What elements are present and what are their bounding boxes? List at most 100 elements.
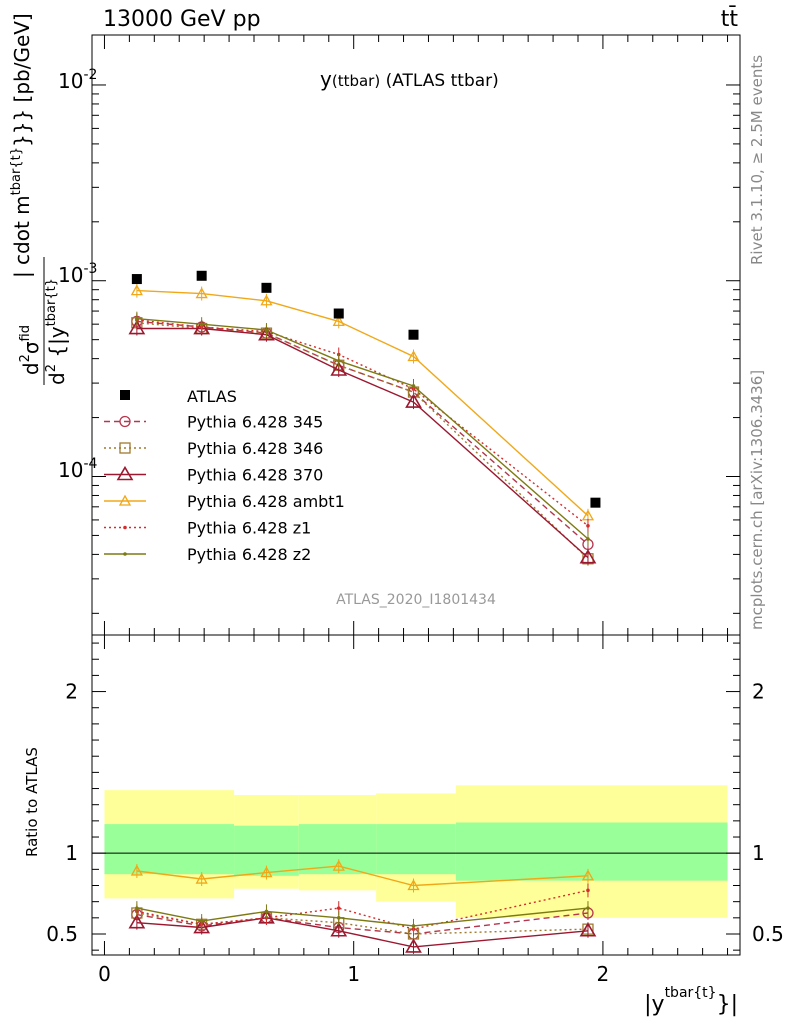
ratio-inner-band <box>376 824 456 875</box>
main-series-group <box>128 283 597 566</box>
ratio-marker-ambt1 <box>581 869 595 881</box>
main-line-z2 <box>136 318 589 540</box>
legend-marker-370 <box>116 465 134 481</box>
legend-label-z2: Pythia 6.428 z2 <box>187 545 311 564</box>
legend-label-atlas: ATLAS <box>187 387 237 406</box>
svg-text:d2σfidd2 {|ytbar{t}| cdot mtba: d2σfidd2 {|ytbar{t}| cdot mtbar{t}}}} [p… <box>9 13 69 385</box>
main-marker-ambt1 <box>332 315 345 327</box>
ratio-y-tick-labels: 0.5 0.5 1 1 2 2 <box>46 680 784 946</box>
ratio-marker-z1 <box>336 906 341 910</box>
ratio-line-370 <box>136 917 589 948</box>
main-marker-ambt1 <box>407 350 420 362</box>
ratio-marker-z1 <box>586 888 590 893</box>
main-line-370 <box>136 327 589 559</box>
ratio-marker-z2 <box>264 909 269 914</box>
ratio-frame <box>91 634 741 956</box>
atlas-data-point <box>333 308 344 319</box>
ratio-marker-ambt1 <box>130 864 143 876</box>
legend-marker-atlas <box>120 390 130 400</box>
main-panel: 10-2 10-3 10-4 y(ttbar) (ATLAS ttbar) AT… <box>9 13 741 636</box>
ratio-ytick-label-right: 0.5 <box>752 922 784 946</box>
ratio-marker-ambt1 <box>260 866 273 878</box>
xtick-label: 0 <box>98 962 111 986</box>
ytick-label-1e-3: 10-3 <box>58 261 97 287</box>
ratio-marker-z2 <box>199 919 204 923</box>
ratio-marker-z2 <box>586 906 590 910</box>
legend-label-346: Pythia 6.428 346 <box>187 439 323 458</box>
ratio-inner-band <box>455 822 728 881</box>
main-marker-370 <box>405 393 422 408</box>
ratio-ytick-label-right: 2 <box>752 680 765 704</box>
legend-label-ambt1: Pythia 6.428 ambt1 <box>187 492 345 511</box>
main-marker-z1 <box>586 523 590 528</box>
main-line-ambt1 <box>136 289 589 517</box>
ratio-line-z2 <box>136 907 589 927</box>
ratio-marker-z2 <box>336 916 341 920</box>
main-y-ticks <box>92 84 740 614</box>
legend-marker-345 <box>119 415 131 428</box>
legend-label-z1: Pythia 6.428 z1 <box>187 519 311 538</box>
main-marker-370 <box>579 549 597 564</box>
legend: ATLAS Pythia 6.428 345 Pythia 6.428 346 Pyt… <box>104 387 345 564</box>
atlas-data-points <box>131 270 601 508</box>
ratio-marker-ambt1 <box>332 859 345 871</box>
atlas-data-point <box>590 497 601 508</box>
ratio-marker-ambt1 <box>195 872 208 884</box>
ratio-line-ambt1 <box>136 865 589 887</box>
main-marker-ambt1 <box>260 294 273 306</box>
main-y-axis-label: d2σfidd2 {|ytbar{t}| cdot mtbar{t}}}} [p… <box>9 13 69 385</box>
ratio-line-345 <box>136 912 589 935</box>
analysis-watermark: ATLAS_2020_I1801434 <box>336 592 496 608</box>
main-marker-ambt1 <box>130 284 143 296</box>
side-rivet-version: Rivet 3.1.10, ≥ 2.5M events <box>748 55 766 265</box>
ratio-uncertainty-bands <box>104 785 728 918</box>
legend-marker-346 <box>119 442 131 454</box>
main-marker-370 <box>258 326 275 341</box>
ratio-y-ticks <box>92 642 740 951</box>
header-energy: 13000 GeV pp <box>103 7 261 32</box>
xtick-label: 1 <box>347 962 360 986</box>
ratio-marker-ambt1 <box>407 879 420 891</box>
x-axis-label: |ytbar{t}}| <box>644 985 738 1017</box>
ratio-marker-z2 <box>135 906 139 910</box>
atlas-data-point <box>131 274 142 285</box>
ratio-marker-370 <box>128 914 146 929</box>
ratio-x-ticks <box>103 635 729 955</box>
main-marker-370 <box>330 361 348 376</box>
main-marker-ambt1 <box>195 287 208 299</box>
ratio-inner-band <box>104 824 235 875</box>
ratio-ytick-label-left: 1 <box>65 841 78 865</box>
ratio-x-tick-labels: 0 1 2 <box>98 962 609 986</box>
ytick-label-1e-4: 10-4 <box>58 456 98 482</box>
legend-marker-z2 <box>123 552 127 556</box>
main-marker-z2 <box>199 322 204 326</box>
ratio-marker-370 <box>405 938 422 953</box>
ratio-series-group <box>128 859 597 954</box>
ratio-marker-370 <box>579 922 597 937</box>
main-line-345 <box>136 320 589 545</box>
ratio-ytick-label-left: 2 <box>65 680 78 704</box>
ratio-ytick-label-right: 1 <box>752 841 765 865</box>
main-marker-z2 <box>411 384 416 388</box>
ratio-marker-370 <box>193 918 211 934</box>
plot-title: y(ttbar) (ATLAS ttbar) <box>320 67 499 91</box>
xtick-label: 2 <box>597 962 610 986</box>
legend-label-370: Pythia 6.428 370 <box>187 466 323 485</box>
atlas-data-point <box>196 270 207 281</box>
main-marker-z2 <box>586 537 590 541</box>
legend-marker-z1 <box>123 525 127 530</box>
ytick-label-1e-2: 10-2 <box>58 67 97 93</box>
main-x-ticks <box>103 35 729 635</box>
atlas-data-point <box>261 282 272 293</box>
main-marker-z2 <box>336 358 341 363</box>
ratio-ytick-label-left: 0.5 <box>46 922 78 946</box>
main-marker-370 <box>128 319 146 335</box>
header-process: tt̄ <box>721 6 739 32</box>
main-marker-z2 <box>264 328 269 332</box>
ratio-panel: 0.5 0.5 1 1 2 2 0 1 2 Ratio to ATLAS |ytbar{t}}… <box>23 634 784 1017</box>
atlas-data-point <box>408 329 419 340</box>
ratio-marker-370 <box>330 922 348 937</box>
legend-marker-ambt1 <box>118 494 132 506</box>
legend-label-345: Pythia 6.428 345 <box>187 413 323 432</box>
